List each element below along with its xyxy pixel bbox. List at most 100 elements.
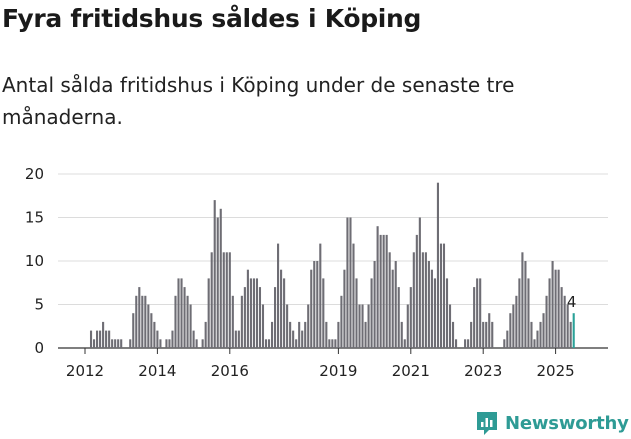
x-tick-label: 2021	[392, 362, 430, 380]
bar	[406, 304, 409, 348]
bar	[307, 304, 310, 348]
bar	[376, 226, 379, 348]
bar	[548, 278, 551, 348]
bar	[231, 295, 234, 348]
bar	[120, 339, 123, 348]
bar	[566, 304, 569, 348]
bar	[108, 330, 111, 348]
bar	[129, 339, 132, 348]
bar	[476, 278, 479, 348]
bar	[527, 278, 530, 348]
bar	[391, 269, 394, 348]
bar	[346, 217, 349, 348]
bar	[403, 339, 406, 348]
bar	[409, 287, 412, 348]
bar	[144, 295, 147, 348]
bar	[138, 287, 141, 348]
bar	[141, 295, 144, 348]
bar	[421, 252, 424, 348]
bar	[382, 234, 385, 348]
bar	[180, 278, 183, 348]
bar	[114, 339, 117, 348]
bar	[343, 269, 346, 348]
bar	[99, 330, 102, 348]
bar	[117, 339, 120, 348]
bar	[325, 321, 328, 348]
bar	[367, 304, 370, 348]
bar	[165, 339, 168, 348]
bar	[479, 278, 482, 348]
bar	[267, 339, 271, 348]
bar	[319, 243, 322, 348]
x-tick-label: 2019	[319, 362, 357, 380]
bar	[470, 321, 473, 348]
y-tick-label: 10	[25, 252, 44, 270]
x-tick-label: 2023	[464, 362, 502, 380]
bar	[518, 278, 521, 348]
bar	[430, 269, 433, 348]
bar	[174, 295, 177, 348]
x-tick-label: 2016	[211, 362, 249, 380]
bar	[355, 278, 358, 348]
bar	[111, 339, 114, 348]
bar	[301, 330, 304, 348]
bar	[105, 330, 108, 348]
bar	[521, 252, 524, 348]
bar	[524, 261, 527, 348]
bar	[132, 313, 135, 348]
newsworthy-logo[interactable]: Newsworthy	[475, 408, 629, 438]
bar	[482, 321, 485, 348]
bar	[560, 287, 563, 348]
bar	[249, 278, 252, 348]
bar	[533, 339, 536, 348]
bar	[415, 234, 418, 348]
y-tick-label: 0	[34, 339, 44, 357]
brand-name: Newsworthy	[505, 412, 629, 434]
bar	[488, 313, 491, 348]
bar	[451, 321, 455, 348]
bar	[243, 287, 246, 348]
bar	[189, 304, 192, 348]
bar	[222, 252, 225, 348]
bar	[183, 287, 186, 348]
bar	[433, 278, 436, 348]
x-tick-label: 2012	[66, 362, 104, 380]
bar	[340, 295, 343, 348]
bar	[270, 321, 274, 348]
bar	[530, 321, 533, 348]
bar	[280, 269, 283, 348]
bar	[418, 217, 421, 348]
latest-value-label: 4	[567, 293, 577, 311]
bar	[512, 304, 515, 348]
bar	[385, 234, 388, 348]
bar	[192, 330, 195, 348]
bar	[436, 182, 440, 348]
bar	[289, 321, 292, 348]
bar	[246, 269, 249, 348]
bar	[225, 252, 228, 348]
bar	[439, 243, 443, 348]
bar	[228, 252, 231, 348]
bar	[394, 261, 397, 348]
bar	[277, 243, 280, 348]
bar	[159, 339, 162, 348]
bar	[473, 287, 476, 348]
bar	[388, 252, 391, 348]
bar	[503, 339, 506, 348]
y-tick-label: 5	[34, 296, 44, 314]
bar	[102, 321, 105, 348]
bar	[177, 278, 180, 348]
chart-annotations: 4	[567, 293, 577, 311]
newsworthy-chart-logo-icon	[477, 412, 497, 435]
bar	[509, 313, 512, 348]
bar	[255, 278, 259, 348]
bar-latest	[572, 313, 575, 348]
bar	[286, 304, 289, 348]
bar	[506, 330, 509, 348]
bar	[349, 217, 352, 348]
bar	[240, 295, 243, 348]
bar	[331, 339, 334, 348]
bar	[168, 339, 171, 348]
bar	[445, 278, 449, 348]
bar	[334, 339, 337, 348]
